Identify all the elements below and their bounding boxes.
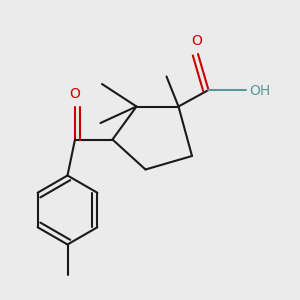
Text: O: O xyxy=(191,34,202,48)
Text: OH: OH xyxy=(249,84,270,98)
Text: O: O xyxy=(69,87,80,101)
